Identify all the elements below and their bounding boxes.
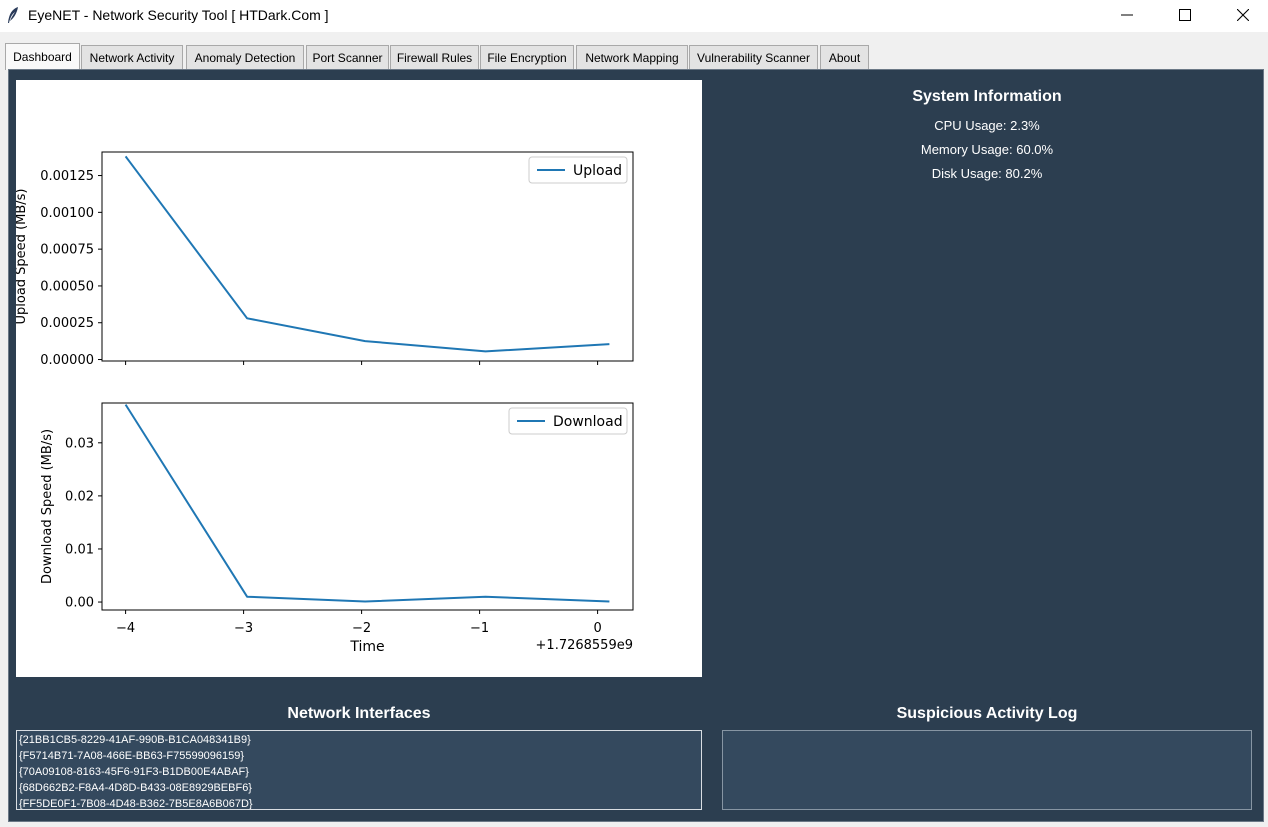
memory-usage: Memory Usage: 60.0% xyxy=(920,142,1054,157)
x-tick-label: −3 xyxy=(234,621,253,636)
list-item[interactable]: {FF5DE0F1-7B08-4D48-B362-7B5E8A6B067D} xyxy=(19,798,253,810)
disk-usage: Disk Usage: 80.2% xyxy=(931,166,1043,181)
y-tick-label: 0.00025 xyxy=(40,316,94,331)
y-tick-label: 0.00 xyxy=(65,596,94,611)
network-speed-chart: 0.00000 0.00025 0.00050 0.00075 0.00100 0.001… xyxy=(16,80,702,677)
suspicious-activity-log[interactable] xyxy=(722,730,1252,810)
legend-box xyxy=(528,156,628,184)
tab-dashboard[interactable]: Dashboard xyxy=(5,43,80,70)
maximize-button[interactable] xyxy=(1156,0,1214,30)
tab-file-encryption[interactable]: File Encryption xyxy=(480,45,574,69)
x-tick-label: −4 xyxy=(116,621,135,636)
list-item[interactable]: {21BB1CB5-8229-41AF-990B-B1CA048341B9} xyxy=(19,734,251,746)
chart-canvas: 0.00000 0.00025 0.00050 0.00075 0.00100 0.001… xyxy=(16,151,634,655)
network-interfaces-title: Network Interfaces xyxy=(287,705,431,722)
x-axis-label: Time xyxy=(349,639,384,655)
tab-strip: Dashboard Network Activity Anomaly Detec… xyxy=(0,38,1268,70)
legend-label: Download xyxy=(553,414,623,430)
series-line xyxy=(124,155,610,353)
y-tick-label: 0.01 xyxy=(65,542,94,557)
x-tick-label: −2 xyxy=(352,621,371,636)
x-offset-label: +1.7268559e9 xyxy=(536,638,633,653)
tab-network-mapping[interactable]: Network Mapping xyxy=(576,45,688,69)
system-info-title: System Information xyxy=(912,88,1062,105)
plot-frame xyxy=(101,151,634,362)
y-tick-label: 0.00050 xyxy=(40,279,94,294)
y-tick-label: 0.03 xyxy=(65,436,94,451)
y-axis-label: Download Speed (MB/s) xyxy=(40,429,55,584)
y-axis-label: Upload Speed (MB/s) xyxy=(16,189,29,325)
title-bar: EyeNET - Network Security Tool [ HTDark.… xyxy=(0,0,1268,32)
y-tick-label: 0.00100 xyxy=(40,206,94,221)
window-title: EyeNET - Network Security Tool [ HTDark.… xyxy=(28,7,329,23)
maximize-icon xyxy=(1179,9,1191,21)
minimize-button[interactable] xyxy=(1098,0,1156,30)
tab-port-scanner[interactable]: Port Scanner xyxy=(306,45,389,69)
list-item[interactable]: {F5714B71-7A08-466E-BB63-F75599096159} xyxy=(19,750,245,762)
suspicious-log-title: Suspicious Activity Log xyxy=(896,705,1078,722)
network-interfaces-list[interactable]: {21BB1CB5-8229-41AF-990B-B1CA048341B9} {… xyxy=(16,730,702,810)
legend-label: Upload xyxy=(573,163,622,179)
y-tick-label: 0.00000 xyxy=(40,353,94,368)
minimize-icon xyxy=(1121,14,1133,16)
list-item[interactable]: {68D662B2-F8A4-4D8D-B433-08E8929BEBF6} xyxy=(19,782,252,794)
plot-frame xyxy=(101,402,634,611)
tab-vulnerability-scanner[interactable]: Vulnerability Scanner xyxy=(689,45,818,69)
legend-box xyxy=(508,407,628,435)
tab-anomaly-detection[interactable]: Anomaly Detection xyxy=(186,45,304,69)
x-tick-label: 0 xyxy=(593,621,601,636)
series-line xyxy=(124,404,610,603)
tab-firewall-rules[interactable]: Firewall Rules xyxy=(390,45,479,69)
list-item[interactable]: {70A09108-8163-45F6-91F3-B1DB00E4ABAF} xyxy=(19,766,249,778)
y-tick-label: 0.00075 xyxy=(40,243,94,258)
y-tick-label: 0.00125 xyxy=(40,169,94,184)
tab-about[interactable]: About xyxy=(820,45,869,69)
close-button[interactable] xyxy=(1214,0,1268,30)
x-tick-label: −1 xyxy=(470,621,489,636)
y-tick-label: 0.02 xyxy=(65,489,94,504)
close-icon xyxy=(1237,9,1249,21)
cpu-usage: CPU Usage: 2.3% xyxy=(934,118,1040,133)
tab-network-activity[interactable]: Network Activity xyxy=(81,45,183,69)
feather-icon xyxy=(8,7,18,23)
